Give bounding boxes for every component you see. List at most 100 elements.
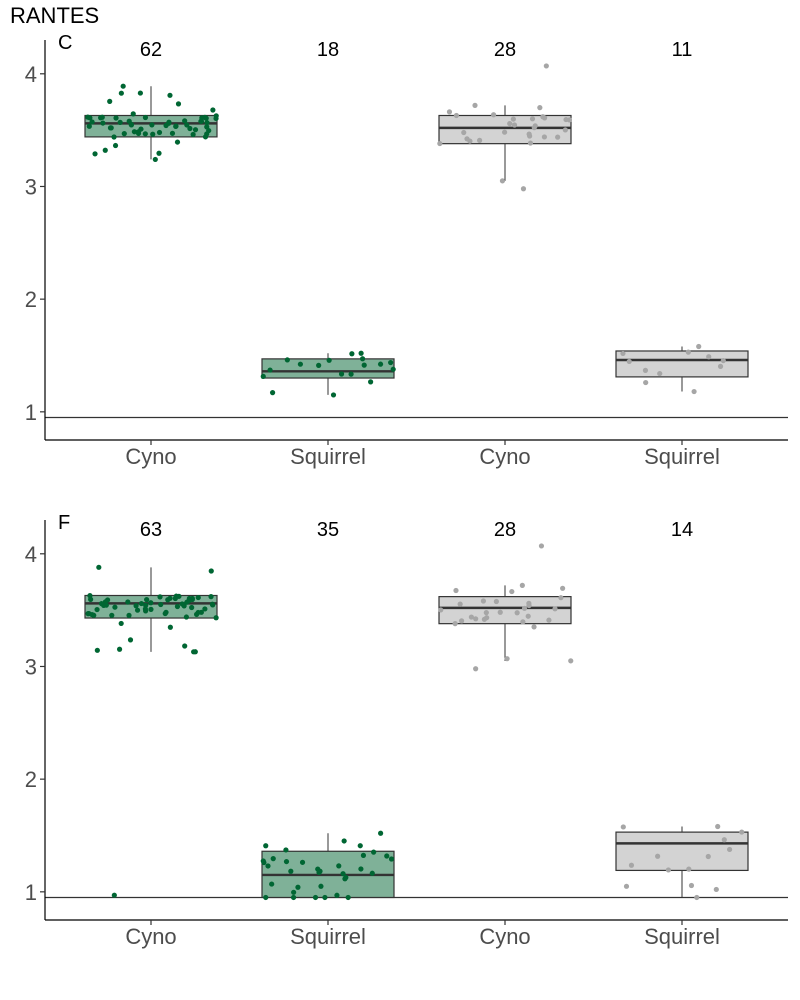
- data-point: [157, 594, 163, 600]
- data-point: [169, 130, 176, 136]
- data-point: [193, 611, 200, 617]
- data-point: [330, 392, 337, 398]
- data-point: [357, 843, 363, 849]
- data-point: [148, 600, 154, 606]
- data-point: [204, 120, 210, 126]
- data-point: [118, 90, 124, 96]
- data-point: [452, 621, 458, 627]
- box-group: [84, 564, 219, 898]
- data-point: [185, 598, 192, 604]
- data-point: [260, 373, 266, 380]
- data-point: [691, 388, 697, 395]
- data-point: [86, 123, 92, 129]
- data-point: [150, 131, 156, 137]
- data-point: [542, 115, 548, 121]
- y-tick-label: 1: [25, 400, 37, 425]
- count-label: 62: [140, 39, 162, 61]
- data-point: [665, 867, 672, 873]
- data-point: [490, 112, 497, 118]
- count-label: 28: [494, 519, 516, 541]
- data-point: [210, 107, 216, 113]
- panel-label: F: [58, 512, 70, 534]
- count-label: 28: [494, 39, 516, 61]
- data-point: [158, 601, 164, 608]
- data-point: [112, 604, 118, 610]
- count-label: 14: [671, 519, 693, 541]
- outlier-point: [543, 63, 549, 69]
- count-label: 35: [317, 519, 339, 541]
- box: [615, 350, 749, 378]
- data-point: [493, 598, 499, 605]
- box: [84, 594, 218, 619]
- data-point: [368, 379, 374, 385]
- box-group: [438, 543, 574, 672]
- data-point: [623, 883, 630, 889]
- data-point: [369, 870, 375, 876]
- x-tick-label: Cyno: [479, 444, 530, 469]
- data-point: [190, 131, 196, 138]
- outlier-point: [520, 186, 527, 192]
- data-point: [721, 837, 727, 843]
- data-point: [96, 564, 102, 570]
- data-point: [322, 894, 328, 901]
- data-point: [87, 593, 93, 599]
- data-point: [620, 350, 626, 357]
- data-point: [477, 137, 483, 143]
- data-point: [187, 125, 193, 132]
- data-point: [345, 894, 351, 901]
- data-point: [290, 894, 297, 901]
- box-group: [260, 830, 395, 901]
- data-point: [642, 367, 649, 373]
- outlier-point: [473, 666, 479, 672]
- data-point: [112, 142, 119, 149]
- data-point: [694, 894, 700, 901]
- data-point: [116, 646, 123, 652]
- data-point: [510, 116, 516, 122]
- data-point: [167, 595, 173, 601]
- data-point: [501, 129, 508, 135]
- data-point: [657, 370, 663, 377]
- data-point: [546, 617, 552, 623]
- data-point: [127, 637, 134, 643]
- data-point: [265, 863, 271, 869]
- data-point: [202, 606, 208, 612]
- data-point: [295, 884, 301, 890]
- y-tick-label: 4: [25, 542, 37, 567]
- data-point: [566, 117, 573, 123]
- data-point: [195, 594, 201, 601]
- y-tick-label: 2: [25, 767, 37, 792]
- data-point: [137, 90, 143, 96]
- data-point: [438, 607, 444, 613]
- data-point: [102, 147, 108, 153]
- data-point: [464, 136, 470, 142]
- data-point: [527, 140, 534, 146]
- data-point: [104, 597, 111, 603]
- data-point: [437, 140, 443, 147]
- data-point: [514, 610, 520, 616]
- data-point: [453, 112, 459, 119]
- data-point: [520, 619, 526, 625]
- data-point: [213, 615, 219, 621]
- data-point: [388, 856, 395, 862]
- data-point: [87, 115, 93, 121]
- outlier-point: [111, 892, 117, 898]
- data-point: [270, 856, 276, 862]
- data-point: [283, 858, 290, 865]
- data-point: [384, 853, 390, 859]
- data-point: [131, 129, 137, 135]
- data-point: [531, 624, 537, 630]
- data-point: [94, 606, 100, 613]
- data-point: [174, 603, 181, 610]
- data-point: [263, 894, 269, 901]
- count-label: 11: [672, 39, 693, 61]
- data-point: [142, 131, 148, 137]
- outlier-point: [538, 543, 545, 549]
- x-tick-label: Cyno: [125, 444, 176, 469]
- data-point: [103, 602, 109, 608]
- data-point: [179, 601, 185, 607]
- data-point: [284, 357, 290, 363]
- data-point: [130, 111, 136, 117]
- data-point: [688, 882, 695, 889]
- panel-C: C 1 2 3 4 62 Cyno 18 Squirrel 28 Cyno 11 Squirrel: [25, 32, 788, 469]
- data-point: [100, 120, 106, 126]
